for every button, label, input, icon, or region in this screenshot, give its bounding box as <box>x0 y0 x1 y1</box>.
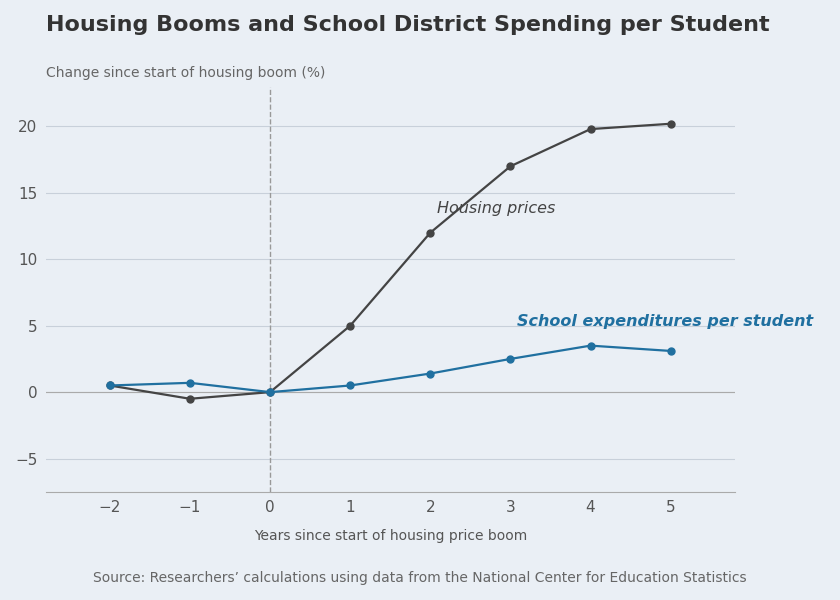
Text: School expenditures per student: School expenditures per student <box>517 314 813 329</box>
X-axis label: Years since start of housing price boom: Years since start of housing price boom <box>254 529 527 543</box>
Text: Housing Booms and School District Spending per Student: Housing Booms and School District Spendi… <box>45 15 769 35</box>
Text: Change since start of housing boom (%): Change since start of housing boom (%) <box>45 67 325 80</box>
Text: Source: Researchers’ calculations using data from the National Center for Educat: Source: Researchers’ calculations using … <box>93 571 747 585</box>
Text: Housing prices: Housing prices <box>437 201 555 216</box>
